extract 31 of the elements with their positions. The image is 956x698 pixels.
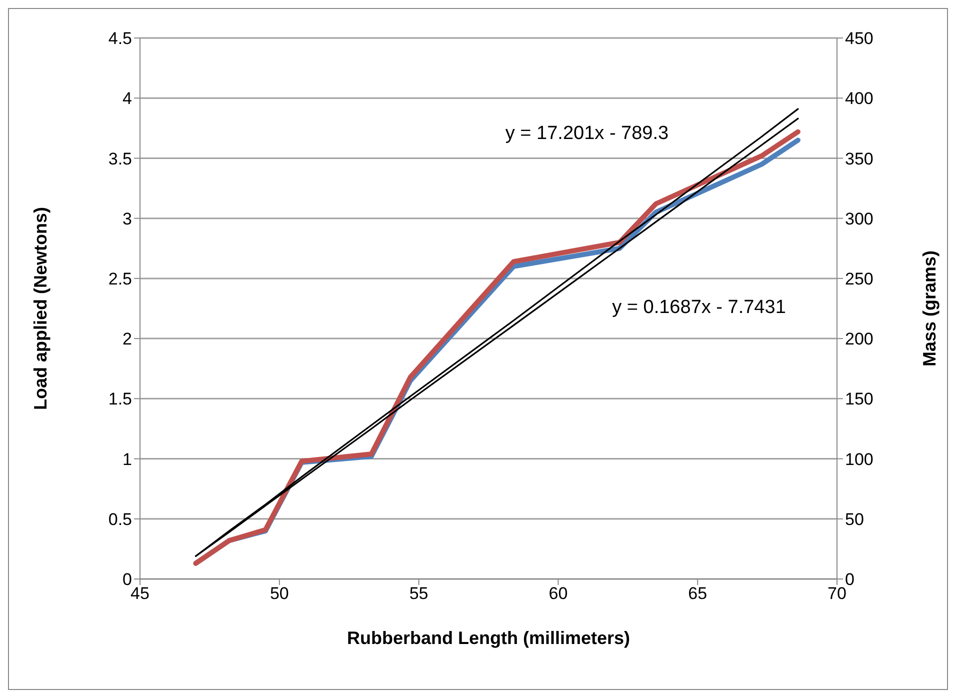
y-tick-label: 0.5 [108, 510, 132, 529]
y2-tick-label: 250 [845, 269, 874, 288]
y2-axis-title: Mass (grams) [919, 250, 940, 367]
y-tick-label: 4.5 [108, 29, 132, 48]
x-tick-label: 60 [548, 584, 568, 604]
x-axis-title: Rubberband Length (millimeters) [346, 628, 630, 648]
x-tick-label: 50 [270, 584, 289, 604]
y-tick-label: 3.5 [108, 149, 132, 168]
y2-tick-label: 450 [845, 29, 874, 48]
annotation: y = 0.1687x - 7.7431 [612, 297, 786, 319]
y2-tick-label: 150 [845, 390, 874, 409]
y-tick-label: 2 [122, 330, 132, 349]
y2-tick-label: 350 [845, 149, 874, 168]
y-tick-label: 4 [122, 89, 132, 108]
y-tick-label: 2.5 [108, 269, 132, 288]
y2-tick-label: 100 [845, 450, 874, 469]
y2-tick-label: 300 [845, 209, 874, 228]
y-tick-label: 0 [122, 570, 132, 590]
y-tick-label: 1 [122, 450, 132, 469]
x-tick-label: 70 [828, 584, 846, 604]
y-tick-label: 1.5 [108, 390, 132, 409]
x-tick-label: 55 [409, 584, 428, 604]
y2-tick-label: 200 [845, 330, 874, 349]
y-axis-title: Load applied (Newtons) [30, 206, 50, 410]
y2-tick-label: 400 [845, 89, 874, 108]
y2-tick-label: 0 [845, 570, 854, 590]
x-tick-label: 45 [130, 584, 150, 604]
x-tick-label: 65 [688, 584, 708, 604]
annotation: y = 17.201x - 789.3 [505, 123, 669, 145]
y-tick-label: 3 [122, 209, 132, 228]
y2-tick-label: 50 [845, 510, 864, 529]
